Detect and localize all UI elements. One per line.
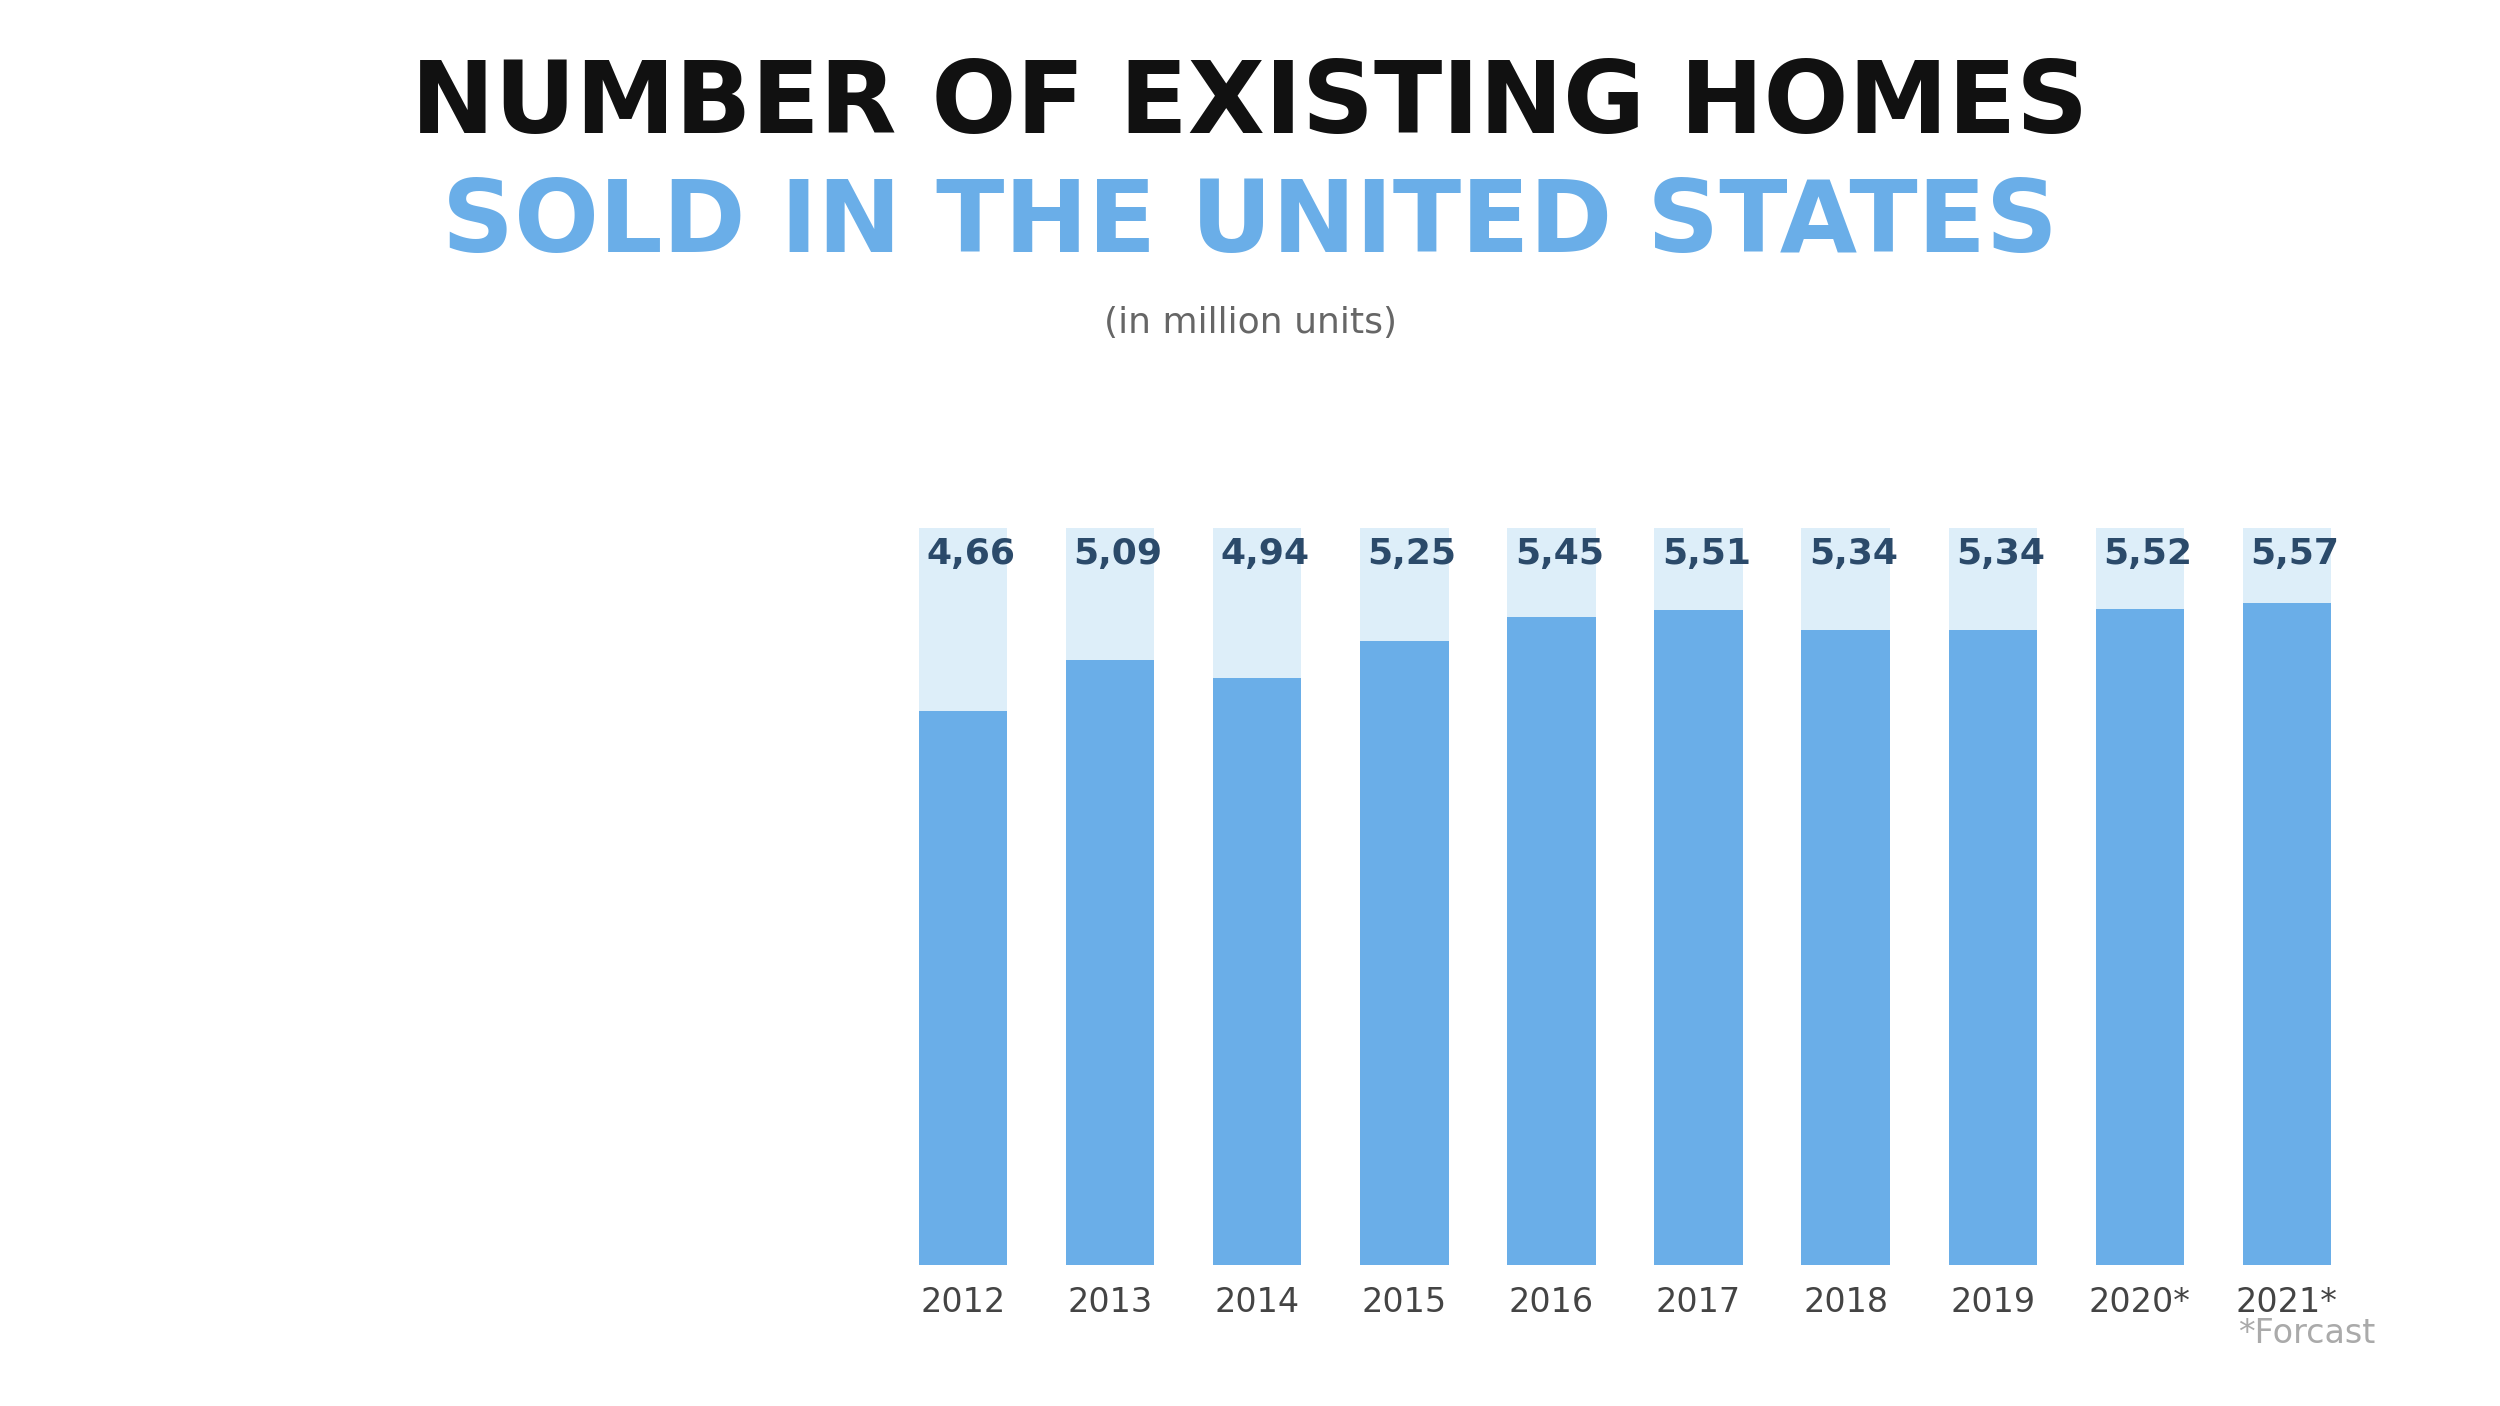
Text: (in million units): (in million units) [1102,307,1398,340]
Text: *Forcast: *Forcast [2238,1317,2375,1350]
Bar [920,711,1008,1265]
Text: 5,52: 5,52 [2102,537,2192,571]
Bar [1065,659,1155,1265]
Text: 5,57: 5,57 [2250,537,2340,571]
Text: 4,66: 4,66 [928,537,1015,571]
Text: 5,51: 5,51 [1662,537,1750,571]
Bar [2095,609,2185,1265]
Bar [1360,641,1447,1265]
Text: 5,34: 5,34 [1955,537,2045,571]
Bar [1360,527,1447,1265]
Bar [2242,527,2330,1265]
Bar [920,527,1008,1265]
Bar [1802,527,1890,1265]
Text: SOLD IN THE UNITED STATES: SOLD IN THE UNITED STATES [442,177,2058,273]
Text: NUMBER OF EXISTING HOMES: NUMBER OF EXISTING HOMES [412,58,2088,153]
Text: 4,94: 4,94 [1220,537,1310,571]
Bar [2242,603,2330,1265]
Text: 5,34: 5,34 [1810,537,1898,571]
Text: 5,45: 5,45 [1515,537,1602,571]
Bar [1065,527,1155,1265]
Bar [1655,527,1742,1265]
Bar [1802,630,1890,1265]
Text: 5,25: 5,25 [1368,537,1457,571]
Bar [1948,527,2037,1265]
Bar [1212,527,1302,1265]
Text: 5,09: 5,09 [1072,537,1162,571]
Bar [1948,630,2037,1265]
Bar [2095,527,2185,1265]
Bar [1212,678,1302,1265]
Bar [1508,617,1595,1265]
Bar [1655,610,1742,1265]
Bar [1508,527,1595,1265]
